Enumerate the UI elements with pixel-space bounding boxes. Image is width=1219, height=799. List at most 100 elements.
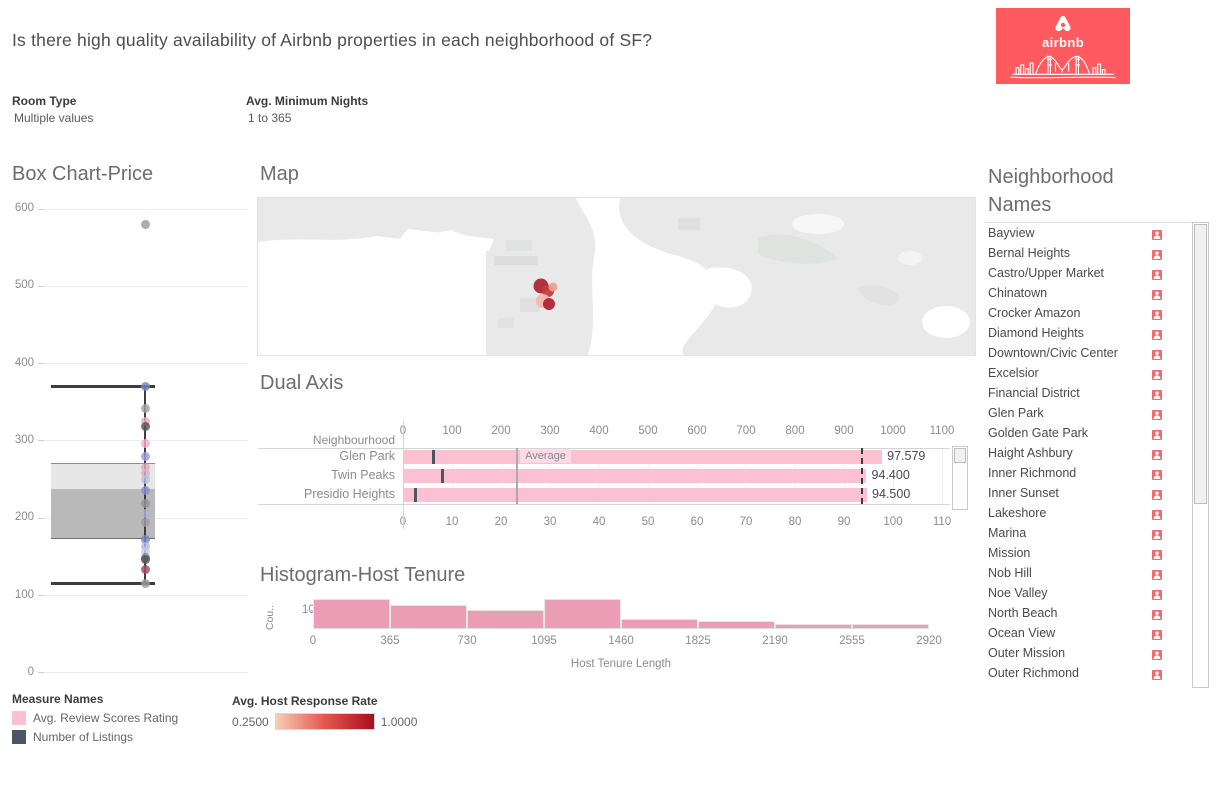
hist-x-tick-label: 1460 (608, 635, 634, 647)
neighborhood-list-item[interactable]: Mission (985, 543, 1191, 563)
histogram-bar[interactable] (621, 619, 698, 628)
top-axis-tick-label: 600 (687, 425, 707, 437)
hist-y-tick (307, 609, 313, 611)
neighborhood-list-item[interactable]: Nob Hill (985, 563, 1191, 583)
person-icon (1152, 247, 1162, 260)
top-axis-tick-label: 1000 (880, 425, 906, 437)
hist-x-tick-label: 1825 (685, 635, 711, 647)
box-lower-quartile[interactable] (51, 488, 155, 540)
neighborhood-name: Noe Valley (988, 586, 1048, 600)
box-upper-quartile[interactable] (51, 462, 155, 490)
neighborhood-list-item[interactable]: Noe Valley (985, 583, 1191, 603)
neighborhood-list-item[interactable]: Crocker Amazon (985, 303, 1191, 323)
neighborhood-list-item[interactable]: Inner Richmond (985, 463, 1191, 483)
neighborhood-list-item[interactable]: Castro/Upper Market (985, 263, 1191, 283)
box-data-point[interactable] (140, 475, 150, 485)
neighborhood-list-item[interactable]: Lakeshore (985, 503, 1191, 523)
row-separator (258, 447, 950, 449)
filter-room-type-value[interactable]: Multiple values (14, 111, 94, 125)
box-data-point[interactable] (140, 468, 150, 478)
neighborhood-list-item[interactable]: Excelsior (985, 363, 1191, 383)
box-data-point[interactable] (140, 518, 150, 528)
box-data-point[interactable] (140, 555, 150, 565)
bar-avg-review-score[interactable] (403, 469, 867, 483)
neighborhood-name: Castro/Upper Market (988, 266, 1105, 280)
legend-item-review-scores[interactable]: Avg. Review Scores Rating (12, 711, 178, 725)
neighborhood-list-item[interactable]: Financial District (985, 383, 1191, 403)
neighborhood-list-item[interactable]: Golden Gate Park (985, 423, 1191, 443)
airbnb-logo: airbnb (996, 8, 1130, 84)
histogram-bar[interactable] (467, 610, 544, 628)
histogram-bar[interactable] (390, 604, 467, 628)
box-data-point[interactable] (140, 417, 150, 427)
neighborhood-list-item[interactable]: Chinatown (985, 283, 1191, 303)
y-tick (38, 208, 44, 210)
bottom-axis-tick-label: 40 (592, 516, 606, 528)
histogram-bar[interactable] (313, 599, 390, 628)
box-data-point[interactable] (140, 579, 150, 589)
box-data-point[interactable] (140, 219, 150, 229)
box-data-point[interactable] (140, 546, 150, 556)
legend-item-number-of-listings[interactable]: Number of Listings (12, 730, 178, 744)
person-icon (1152, 267, 1162, 280)
box-data-point[interactable] (140, 542, 150, 552)
dual-axis-scrollbar[interactable] (952, 446, 968, 510)
neighborhood-name: Mission (988, 546, 1031, 560)
neighborhood-list-item[interactable]: Outer Richmond (985, 663, 1191, 683)
tick-number-of-listings[interactable] (413, 488, 417, 502)
box-data-point[interactable] (140, 535, 150, 545)
box-data-point[interactable] (140, 403, 150, 413)
neighborhood-list-scrollbar-thumb[interactable] (1194, 224, 1207, 504)
filter-min-nights: Avg. Minimum Nights 1 to 365 (246, 94, 368, 125)
neighborhood-list-scrollbar[interactable] (1192, 222, 1209, 688)
box-data-point[interactable] (140, 451, 150, 461)
box-data-point[interactable] (140, 438, 150, 448)
histogram-bar[interactable] (698, 620, 775, 628)
bottom-axis-tick-label: 30 (543, 516, 557, 528)
box-data-point[interactable] (140, 499, 150, 508)
neighborhood-list-item[interactable]: Downtown/Civic Center (985, 343, 1191, 363)
neighborhood-list-item[interactable]: Inner Sunset (985, 483, 1191, 503)
neighborhood-list-item[interactable]: Bernal Heights (985, 243, 1191, 263)
y-tick-label: 300 (14, 433, 34, 446)
bottom-axis-tick-label: 60 (690, 516, 704, 528)
neighborhood-name: Golden Gate Park (988, 426, 1089, 440)
neighborhood-list-item[interactable]: Marina (985, 523, 1191, 543)
neighborhood-list-item[interactable]: North Beach (985, 603, 1191, 623)
gradient-min-label: 0.2500 (232, 714, 269, 729)
dual-axis-scrollbar-thumb[interactable] (954, 448, 966, 463)
neighborhood-list-item[interactable]: Bayview (985, 223, 1191, 243)
histogram-bar[interactable] (852, 624, 929, 628)
top-gridline (892, 447, 894, 504)
box-data-point[interactable] (140, 463, 150, 473)
person-icon (1152, 527, 1162, 540)
map-point[interactable] (548, 282, 558, 292)
box-data-point[interactable] (140, 422, 150, 432)
neighborhood-names-title: Neighborhood Names (988, 166, 1114, 216)
bottom-axis-tick-label: 70 (739, 516, 753, 528)
map-point[interactable] (543, 298, 555, 310)
gradient-max-label: 1.0000 (380, 714, 418, 729)
y-tick (38, 363, 44, 365)
map-pane[interactable] (257, 197, 976, 356)
box-data-point[interactable] (140, 485, 150, 495)
neighborhood-list-item[interactable]: Outer Mission (985, 643, 1191, 663)
filter-room-type-label: Room Type (12, 94, 77, 108)
hist-x-axis-label: Host Tenure Length (570, 658, 672, 670)
tick-number-of-listings[interactable] (431, 450, 435, 464)
filter-min-nights-value[interactable]: 1 to 365 (248, 111, 292, 125)
neighborhood-list-item[interactable]: Ocean View (985, 623, 1191, 643)
neighborhood-list-item[interactable]: Glen Park (985, 403, 1191, 423)
whisker-stem (144, 386, 146, 584)
histogram-bar[interactable] (544, 599, 621, 628)
box-data-point[interactable] (140, 509, 150, 519)
neighborhood-list-item[interactable]: Haight Ashbury (985, 443, 1191, 463)
bar-avg-review-score[interactable] (403, 488, 867, 502)
histogram-bar[interactable] (775, 624, 852, 628)
tick-number-of-listings[interactable] (440, 469, 444, 483)
person-icon (1152, 467, 1162, 480)
bar-avg-review-score[interactable] (403, 450, 882, 464)
box-data-point[interactable] (140, 381, 150, 391)
box-data-point[interactable] (140, 564, 150, 574)
neighborhood-list-item[interactable]: Diamond Heights (985, 323, 1191, 343)
